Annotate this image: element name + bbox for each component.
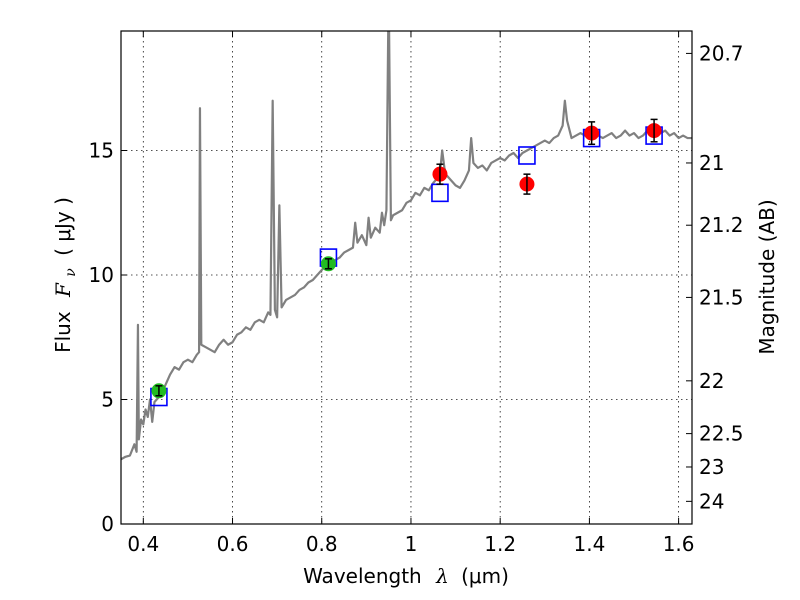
y-axis-title: Flux F ν ( μJy ) <box>51 197 80 353</box>
x-axis-title: Wavelength λ (μm) <box>303 564 509 588</box>
right-tick-label: 22 <box>699 369 724 393</box>
y-axis-title-symbol: F <box>51 282 75 298</box>
y-axis-title-unit: ( μJy ) <box>51 197 75 256</box>
model-point <box>518 146 536 165</box>
right-tick-label: 21.2 <box>699 213 744 237</box>
right-axis-title: Magnitude (AB) <box>755 199 779 354</box>
x-tick-labels: 0.4 0.6 0.8 1 1.2 1.4 1.6 <box>127 532 694 556</box>
right-tick-label: 21 <box>699 151 724 175</box>
x-axis-title-unit: (μm) <box>461 564 509 588</box>
y-tick-labels: 0 5 10 15 <box>89 139 114 536</box>
x-axis-title-symbol: λ <box>435 564 449 588</box>
y-tick-label: 5 <box>101 388 114 412</box>
y-tick-label: 0 <box>101 512 114 536</box>
plot-frame <box>120 30 693 525</box>
right-tick-label: 23 <box>699 455 724 479</box>
x-tick-label: 0.4 <box>127 532 159 556</box>
x-tick-label: 1.2 <box>484 532 516 556</box>
x-tick-label: 1 <box>405 532 418 556</box>
tick-marks <box>121 31 692 525</box>
model-points-layer <box>150 126 663 407</box>
right-tick-labels: 20.7 21 21.2 21.5 22 22.5 23 24 <box>699 41 744 513</box>
x-tick-label: 1.4 <box>573 532 605 556</box>
right-tick-label: 24 <box>699 489 724 513</box>
x-tick-label: 0.8 <box>306 532 338 556</box>
observed-points-layer <box>151 118 662 399</box>
grid-lines <box>121 31 692 524</box>
right-tick-label: 21.5 <box>699 285 744 309</box>
x-tick-label: 1.6 <box>663 532 695 556</box>
right-tick-label: 20.7 <box>699 41 744 65</box>
y-axis-title-subscript: ν <box>63 268 79 277</box>
y-tick-label: 15 <box>89 139 114 163</box>
right-tick-label: 22.5 <box>699 422 744 446</box>
spectrum-line <box>121 31 692 461</box>
y-tick-label: 10 <box>89 263 114 287</box>
x-tick-label: 0.6 <box>217 532 249 556</box>
y-axis-title-text: Flux <box>51 311 75 353</box>
model-point <box>431 183 449 203</box>
x-axis-title-text: Wavelength <box>303 564 422 588</box>
spectrum-layer <box>121 31 692 461</box>
